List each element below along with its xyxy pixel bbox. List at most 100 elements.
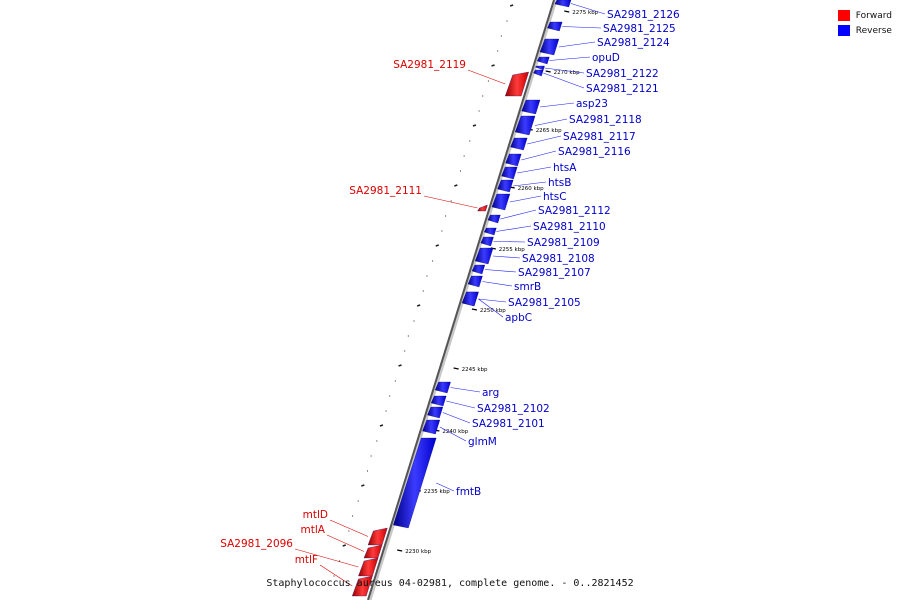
- reverse-gene-sa2981-2125[interactable]: [547, 21, 563, 32]
- leader-line: [549, 56, 591, 61]
- forward-gene-sa2981-2111[interactable]: [477, 204, 488, 212]
- reverse-gene-label[interactable]: SA2981_2116: [558, 146, 631, 158]
- reverse-gene-apbc[interactable]: [461, 291, 479, 307]
- reverse-gene-fmtb[interactable]: [393, 437, 437, 529]
- reverse-gene-label[interactable]: SA2981_2109: [527, 237, 600, 249]
- reverse-gene-sa2981-2126[interactable]: [554, 0, 572, 8]
- forward-swatch: [837, 10, 850, 21]
- leader-line: [493, 255, 521, 259]
- reverse-gene-smrb[interactable]: [467, 275, 483, 288]
- leader-line: [450, 387, 481, 393]
- scale-tick: [453, 367, 459, 370]
- reverse-gene-opud[interactable]: [536, 56, 550, 65]
- reverse-gene-label[interactable]: SA2981_2124: [597, 37, 670, 49]
- leader-line: [539, 102, 575, 108]
- scale-tick-label: 2270 kbp: [554, 70, 580, 76]
- leader-line: [509, 195, 542, 203]
- reverse-gene-label[interactable]: opuD: [592, 52, 620, 64]
- leader-line: [294, 548, 359, 568]
- scale-tick-label: 2260 kbp: [518, 186, 544, 192]
- scale-tick-label: 2275 kbp: [572, 10, 598, 16]
- leader-line: [423, 195, 478, 209]
- reverse-gene-glmm[interactable]: [422, 419, 441, 435]
- outer-tick: [398, 364, 402, 367]
- leader-line: [442, 412, 471, 424]
- forward-gene-sa2981-2096[interactable]: [358, 557, 379, 577]
- leader-line: [513, 181, 547, 187]
- leader-line: [562, 26, 602, 29]
- reverse-gene-sa2981-2116[interactable]: [505, 153, 522, 167]
- reverse-gene-sa2981-2121[interactable]: [533, 69, 544, 77]
- reverse-gene-label[interactable]: SA2981_2126: [607, 9, 680, 21]
- reverse-gene-label[interactable]: apbC: [505, 312, 532, 324]
- reverse-gene-label[interactable]: SA2981_2108: [522, 253, 595, 265]
- leader-line: [493, 241, 526, 243]
- forward-gene-label[interactable]: mtlA: [301, 524, 326, 536]
- reverse-gene-htsc[interactable]: [491, 193, 511, 211]
- forward-gene-label[interactable]: SA2981_2119: [393, 59, 466, 71]
- reverse-gene-sa2981-2110[interactable]: [483, 227, 497, 236]
- reverse-gene-htsa[interactable]: [501, 166, 518, 180]
- leader-line: [436, 482, 455, 492]
- reverse-gene-label[interactable]: glmM: [468, 436, 497, 448]
- legend-forward-label: Forward: [855, 10, 892, 21]
- reverse-gene-label[interactable]: htsA: [553, 162, 577, 174]
- scale-tick: [564, 10, 570, 13]
- reverse-gene-arg[interactable]: [434, 381, 451, 394]
- reverse-swatch: [837, 25, 850, 36]
- reverse-gene-label[interactable]: SA2981_2117: [563, 131, 636, 143]
- reverse-gene-label[interactable]: fmtB: [456, 486, 481, 498]
- outer-tick: [342, 544, 346, 547]
- outer-tick: [379, 424, 384, 427]
- reverse-gene-label[interactable]: SA2981_2102: [477, 403, 550, 415]
- reverse-gene-label[interactable]: SA2981_2101: [472, 418, 545, 430]
- forward-gene-mtld[interactable]: [367, 527, 388, 546]
- scale-tick-label: 2230 kbp: [405, 549, 431, 555]
- reverse-gene-label[interactable]: htsC: [543, 191, 567, 203]
- leader-line: [543, 72, 585, 89]
- backbone-shadow: [368, 0, 558, 600]
- reverse-gene-sa2981-2108[interactable]: [474, 247, 494, 265]
- reverse-gene-label[interactable]: SA2981_2118: [569, 114, 642, 126]
- reverse-gene-sa2981-2102[interactable]: [430, 395, 447, 407]
- forward-gene-label[interactable]: SA2981_2111: [349, 185, 422, 197]
- leader-line: [500, 209, 537, 220]
- outer-tick: [361, 484, 365, 487]
- reverse-gene-sa2981-2109[interactable]: [480, 236, 494, 247]
- reverse-gene-htsb[interactable]: [497, 179, 514, 193]
- reverse-gene-asp23[interactable]: [521, 99, 541, 115]
- reverse-gene-sa2981-2122[interactable]: [535, 65, 545, 71]
- legend: Forward Reverse: [837, 8, 892, 38]
- forward-gene-sa2981-2119[interactable]: [505, 71, 529, 97]
- forward-gene-label[interactable]: SA2981_2096: [220, 538, 293, 550]
- reverse-gene-sa2981-2101[interactable]: [427, 406, 444, 419]
- leader-line: [521, 150, 557, 161]
- scale-tick: [471, 308, 478, 311]
- reverse-gene-sa2981-2112[interactable]: [487, 214, 501, 224]
- leader-line: [558, 41, 596, 48]
- legend-reverse-label: Reverse: [855, 25, 892, 36]
- leader-line: [478, 298, 504, 318]
- reverse-gene-label[interactable]: SA2981_2107: [518, 267, 591, 279]
- reverse-gene-label[interactable]: smrB: [514, 281, 541, 293]
- leader-line: [527, 135, 562, 145]
- reverse-gene-sa2981-2107[interactable]: [471, 264, 486, 275]
- forward-gene-label[interactable]: mtlD: [303, 509, 328, 521]
- reverse-gene-sa2981-2118[interactable]: [514, 115, 536, 136]
- reverse-gene-sa2981-2117[interactable]: [510, 137, 528, 151]
- forward-gene-mtla[interactable]: [363, 544, 383, 559]
- scale-tick: [545, 70, 551, 73]
- reverse-gene-sa2981-2124[interactable]: [539, 38, 560, 56]
- reverse-gene-label[interactable]: SA2981_2112: [538, 205, 611, 217]
- reverse-gene-label[interactable]: arg: [482, 387, 499, 399]
- reverse-gene-label[interactable]: SA2981_2105: [508, 297, 581, 309]
- scale-tick-label: 2250 kbp: [480, 308, 506, 314]
- reverse-gene-label[interactable]: htsB: [548, 177, 571, 189]
- forward-gene-label[interactable]: mtlF: [295, 554, 318, 566]
- reverse-gene-label[interactable]: asp23: [576, 98, 608, 110]
- reverse-gene-label[interactable]: SA2981_2121: [586, 83, 659, 95]
- reverse-gene-label[interactable]: SA2981_2122: [586, 68, 659, 80]
- reverse-gene-label[interactable]: SA2981_2110: [533, 221, 606, 233]
- forward-gene-mtlf[interactable]: [352, 575, 373, 597]
- reverse-gene-label[interactable]: SA2981_2125: [603, 23, 676, 35]
